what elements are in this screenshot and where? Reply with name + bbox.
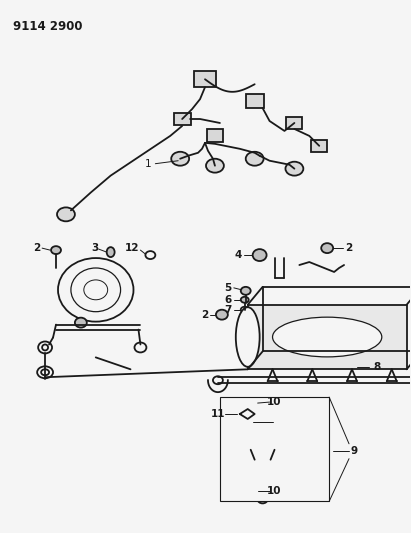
- Text: 1: 1: [145, 159, 152, 169]
- Ellipse shape: [286, 161, 303, 175]
- Ellipse shape: [216, 310, 228, 320]
- Text: 2: 2: [201, 310, 209, 320]
- Text: 9114 2900: 9114 2900: [13, 20, 83, 33]
- Ellipse shape: [213, 376, 223, 384]
- Ellipse shape: [37, 366, 53, 378]
- Ellipse shape: [171, 152, 189, 166]
- Text: 2: 2: [345, 243, 353, 253]
- Bar: [286, 117, 302, 129]
- Ellipse shape: [51, 246, 61, 254]
- Ellipse shape: [58, 258, 134, 321]
- Text: 5: 5: [224, 283, 231, 293]
- Bar: [194, 71, 216, 87]
- Text: 11: 11: [211, 409, 225, 419]
- Ellipse shape: [41, 369, 49, 375]
- Text: 10: 10: [267, 487, 282, 496]
- Ellipse shape: [145, 251, 155, 259]
- Text: 10: 10: [267, 397, 282, 407]
- Ellipse shape: [84, 280, 108, 300]
- Ellipse shape: [241, 287, 251, 295]
- Ellipse shape: [272, 317, 382, 357]
- Ellipse shape: [38, 342, 52, 353]
- Text: 4: 4: [234, 250, 242, 260]
- Ellipse shape: [206, 159, 224, 173]
- Text: 9: 9: [351, 446, 358, 456]
- Ellipse shape: [258, 496, 268, 503]
- Text: 3: 3: [91, 243, 98, 253]
- Ellipse shape: [253, 249, 267, 261]
- Ellipse shape: [240, 399, 256, 409]
- Text: 12: 12: [125, 243, 140, 253]
- Ellipse shape: [241, 297, 249, 303]
- Text: 7: 7: [224, 305, 231, 314]
- Bar: [253, 414, 272, 430]
- Bar: [255, 459, 270, 481]
- Bar: [248, 305, 406, 369]
- Bar: [246, 94, 263, 108]
- Ellipse shape: [107, 247, 115, 257]
- Ellipse shape: [75, 318, 87, 328]
- Bar: [251, 430, 275, 450]
- Text: 6: 6: [224, 295, 231, 305]
- Polygon shape: [251, 450, 275, 459]
- Bar: [174, 112, 191, 125]
- Bar: [207, 130, 223, 142]
- Ellipse shape: [241, 306, 249, 313]
- Bar: [311, 140, 327, 152]
- Ellipse shape: [57, 207, 75, 221]
- Ellipse shape: [321, 243, 333, 253]
- Ellipse shape: [246, 152, 263, 166]
- Bar: [220, 397, 329, 502]
- Ellipse shape: [134, 343, 146, 352]
- Bar: [258, 481, 268, 497]
- Text: 8: 8: [373, 362, 381, 373]
- Ellipse shape: [236, 307, 260, 367]
- Ellipse shape: [240, 487, 256, 496]
- Ellipse shape: [71, 268, 120, 312]
- Ellipse shape: [42, 344, 48, 350]
- Text: 2: 2: [34, 243, 41, 253]
